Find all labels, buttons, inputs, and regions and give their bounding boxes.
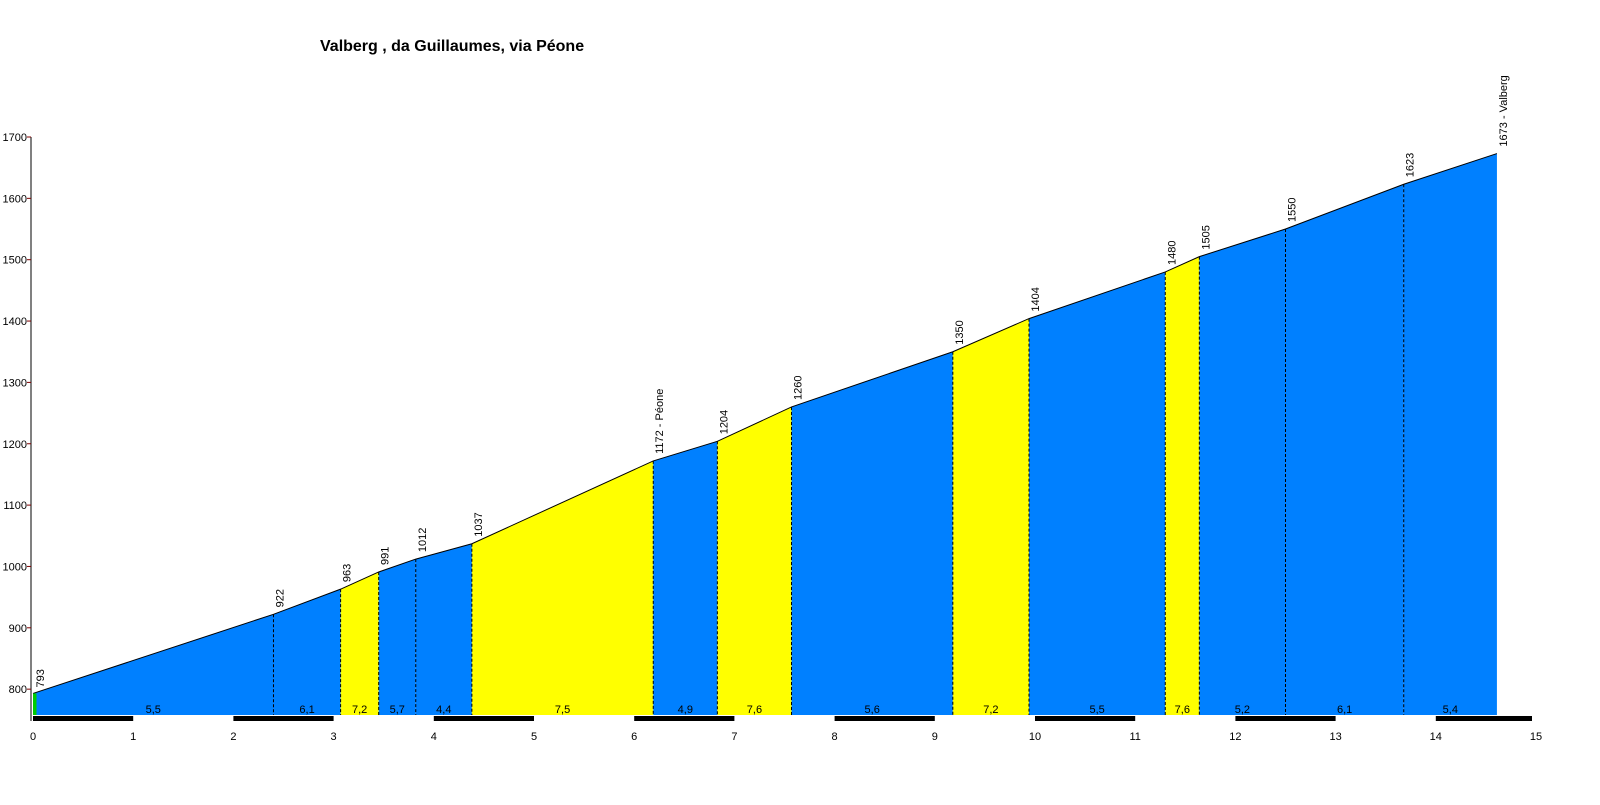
y-tick-label: 1000 [3,561,27,573]
segment-grade-label: 5,6 [865,704,880,716]
x-tick-label: 14 [1430,731,1442,743]
x-tick-label: 1 [130,731,136,743]
waypoint-elevation-label: 922 [274,589,286,607]
waypoint-elevation-label: 991 [380,547,392,565]
x-axis-bar-stripe [734,716,835,721]
profile-segment [1199,229,1286,715]
profile-segment [340,571,379,715]
x-axis-bar-stripe [133,716,234,721]
segment-grade-label: 7,2 [352,704,367,716]
profile-segment [791,351,953,715]
y-tick-label: 1200 [3,439,27,451]
segment-grade-label: 5,4 [1443,704,1458,716]
profile-segment [1028,271,1166,715]
segment-grade-label: 4,9 [678,704,693,716]
profile-segment [1165,256,1200,715]
waypoint-elevation-label: 1204 [718,410,730,434]
chart-title: Valberg , da Guillaumes, via Péone [320,38,585,55]
start-elevation-label: 793 [35,669,47,687]
waypoint-elevation-label: 1623 [1405,153,1417,177]
y-tick-label: 1100 [3,500,27,512]
x-axis-bar-stripe [934,716,1035,721]
x-tick-label: 6 [631,731,637,743]
profile-segment [952,318,1029,715]
y-tick-label: 900 [9,623,27,635]
waypoint-elevation-label: 1172 - Péone [654,389,666,454]
segment-grade-label: 7,6 [1175,704,1190,716]
waypoint-elevation-label: 1350 [954,320,966,344]
x-tick-label: 13 [1329,731,1341,743]
y-tick-label: 1400 [3,316,27,328]
waypoint-elevation-label: 963 [342,564,354,582]
profile-segment [33,614,274,715]
waypoint-elevation-label: 1550 [1287,198,1299,222]
profile-outline [32,153,1498,694]
x-tick-label: 10 [1029,731,1041,743]
profile-segment [1403,153,1497,715]
segment-grade-label: 6,1 [299,704,314,716]
x-tick-label: 3 [331,731,337,743]
profile-segment [653,441,718,715]
segment-grade-label: 5,5 [146,704,161,716]
x-tick-label: 9 [932,731,938,743]
profile-segment [415,543,472,715]
x-tick-label: 15 [1530,731,1542,743]
x-tick-label: 0 [30,731,36,743]
y-tick-label: 800 [9,684,27,696]
y-tick-label: 1600 [3,193,27,205]
y-tick-label: 1700 [3,132,27,144]
x-tick-label: 8 [832,731,838,743]
segment-grade-label: 7,6 [747,704,762,716]
x-tick-label: 7 [731,731,737,743]
segment-grade-label: 5,7 [390,704,405,716]
x-tick-label: 5 [531,731,537,743]
waypoint-elevation-label: 1480 [1166,240,1178,264]
waypoint-elevation-label: 1673 - Valberg [1498,75,1510,146]
segment-grade-label: 5,2 [1235,704,1250,716]
x-axis-bar-stripe [534,716,635,721]
waypoint-elevation-label: 1505 [1200,225,1212,249]
segment-grade-label: 5,5 [1089,704,1104,716]
segment-grade-label: 6,1 [1337,704,1352,716]
y-tick-label: 1300 [3,377,27,389]
x-tick-label: 12 [1229,731,1241,743]
x-axis-bar-stripe [333,716,434,721]
segment-grade-label: 7,2 [983,704,998,716]
waypoint-elevation-label: 1037 [473,512,485,536]
start-marker [33,693,37,715]
x-tick-label: 4 [431,731,437,743]
waypoint-elevation-label: 1404 [1030,287,1042,311]
profile-segment [717,406,792,715]
x-tick-label: 2 [230,731,236,743]
profile-segment [1285,184,1404,715]
profile-segment [471,460,654,715]
segment-grade-label: 7,5 [555,704,570,716]
profile-segment [378,559,416,715]
waypoint-elevation-label: 1260 [793,375,805,399]
waypoint-elevation-label: 1012 [417,528,429,552]
x-tick-label: 11 [1129,731,1140,743]
y-tick-label: 1500 [3,255,27,267]
x-axis-bar-stripe [1135,716,1236,721]
segment-grade-label: 4,4 [436,704,451,716]
x-axis-bar-stripe [1335,716,1436,721]
profile-segment [273,589,341,715]
